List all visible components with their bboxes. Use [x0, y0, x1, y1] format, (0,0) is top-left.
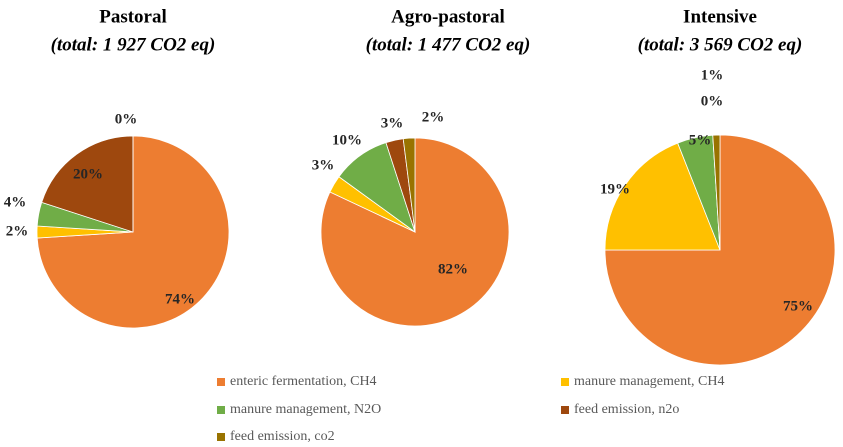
chart-title: Agro-pastoral	[391, 6, 505, 27]
chart-title: Intensive	[683, 6, 757, 27]
data-label: 82%	[438, 261, 468, 277]
legend-swatch	[561, 378, 569, 386]
legend-swatch	[561, 406, 569, 414]
data-label: 2%	[6, 223, 29, 239]
data-label: 0%	[115, 111, 138, 127]
legend-label: manure management, CH4	[574, 374, 724, 389]
pie-slice	[320, 137, 510, 327]
pie-slice	[712, 134, 721, 251]
legend-label: manure management, N2O	[230, 402, 381, 417]
data-label: 19%	[600, 181, 630, 197]
chart-subtitle: (total: 3 569 CO2 eq)	[638, 34, 803, 55]
legend-swatch	[217, 378, 225, 386]
chart-title: Pastoral	[99, 6, 167, 27]
data-label: 74%	[165, 291, 195, 307]
pie-slice	[41, 135, 134, 233]
data-label: 4%	[4, 194, 27, 210]
legend-label: feed emission, n2o	[574, 402, 679, 417]
legend-label: feed emission, co2	[230, 429, 335, 444]
legend-swatch	[217, 406, 225, 414]
data-label: 1%	[701, 67, 724, 83]
chart-subtitle: (total: 1 927 CO2 eq)	[51, 34, 216, 55]
data-label: 20%	[73, 166, 103, 182]
pie-slice	[604, 142, 721, 251]
data-label: 0%	[701, 93, 724, 109]
chart-subtitle: (total: 1 477 CO2 eq)	[366, 34, 531, 55]
data-label: 3%	[381, 115, 404, 131]
data-label: 10%	[332, 132, 362, 148]
legend-label: enteric fermentation, CH4	[230, 374, 377, 389]
pie-slice	[604, 134, 836, 366]
data-label: 5%	[689, 132, 712, 148]
data-label: 2%	[422, 109, 445, 125]
legend-swatch	[217, 433, 225, 441]
data-label: 75%	[783, 298, 813, 314]
data-label: 3%	[312, 157, 335, 173]
pie-slice	[402, 137, 416, 233]
